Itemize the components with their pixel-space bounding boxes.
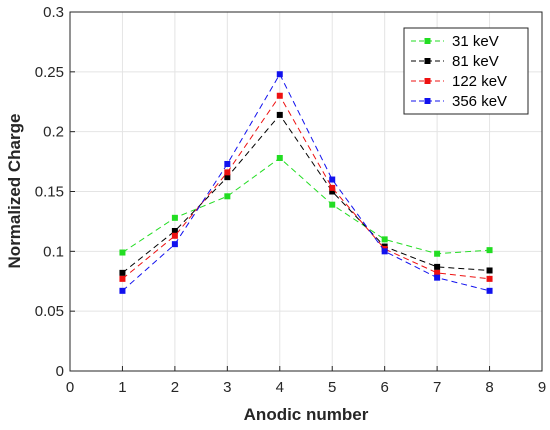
data-point (224, 193, 231, 200)
legend-entry: 81 keV (411, 53, 499, 70)
y-tick-label: 0.2 (43, 124, 64, 141)
x-tick-label: 6 (380, 379, 388, 396)
legend-label: 122 keV (452, 73, 507, 90)
data-point (434, 250, 441, 257)
data-point (486, 275, 493, 282)
legend-entry: 31 keV (411, 33, 499, 50)
data-point (434, 274, 441, 281)
data-point (329, 184, 336, 191)
legend-marker (424, 38, 431, 44)
x-tick-label: 1 (118, 379, 126, 396)
data-point (224, 160, 231, 167)
x-tick-label: 7 (433, 379, 441, 396)
data-point (119, 249, 126, 256)
data-point (329, 201, 336, 208)
data-point (119, 287, 126, 294)
series-31-kev (119, 154, 493, 257)
data-point (171, 227, 178, 234)
data-point (171, 214, 178, 221)
data-point (434, 269, 441, 276)
x-tick-label: 0 (66, 379, 74, 396)
legend-marker (424, 78, 431, 84)
data-point (276, 111, 283, 118)
y-tick-label: 0.1 (43, 243, 64, 260)
data-point (486, 247, 493, 254)
series-line (122, 94, 490, 280)
legend-marker (424, 58, 431, 64)
data-point (171, 241, 178, 248)
legend-label: 31 keV (452, 33, 499, 50)
x-axis-label: Anodic number (244, 405, 369, 424)
y-axis-label: Normalized Charge (5, 114, 24, 269)
data-point (329, 176, 336, 183)
legend: 31 keV 81 keV 122 keV 356 keV (403, 27, 529, 115)
data-point (119, 275, 126, 282)
data-point (276, 92, 283, 99)
x-tick-label: 9 (538, 379, 546, 396)
y-tick-label: 0.25 (35, 64, 64, 81)
data-point (486, 287, 493, 294)
legend-label: 81 keV (452, 53, 499, 70)
data-point (276, 154, 283, 161)
data-point (434, 263, 441, 270)
data-point (329, 188, 336, 195)
data-point (381, 236, 388, 243)
x-tick-label: 8 (485, 379, 493, 396)
x-tick-label: 3 (223, 379, 231, 396)
series-line (122, 73, 490, 292)
x-tick-label: 4 (276, 379, 284, 396)
legend-label: 356 keV (452, 93, 507, 110)
y-tick-label: 0 (56, 363, 64, 380)
series-line (122, 114, 490, 274)
x-tick-label: 2 (171, 379, 179, 396)
y-tick-label: 0.05 (35, 303, 64, 320)
series-layer (119, 71, 493, 294)
y-tick-label: 0.15 (35, 184, 64, 201)
data-point (171, 232, 178, 239)
data-point (486, 267, 493, 274)
legend-entry: 122 keV (411, 73, 507, 90)
y-tick-label: 0.3 (43, 4, 64, 21)
legend-marker (424, 98, 431, 104)
legend-entry: 356 keV (411, 93, 507, 110)
x-tick-label: 5 (328, 379, 336, 396)
data-point (224, 169, 231, 176)
data-point (381, 248, 388, 255)
data-point (119, 269, 126, 276)
data-point (276, 71, 283, 78)
tick-layer: 0 1 2 3 4 5 6 7 8 9 0 0.05 0.1 0.15 0.2 0.25 0.3 (35, 4, 546, 396)
data-point (224, 174, 231, 181)
series-line (122, 157, 490, 255)
series-356-kev (119, 71, 493, 294)
